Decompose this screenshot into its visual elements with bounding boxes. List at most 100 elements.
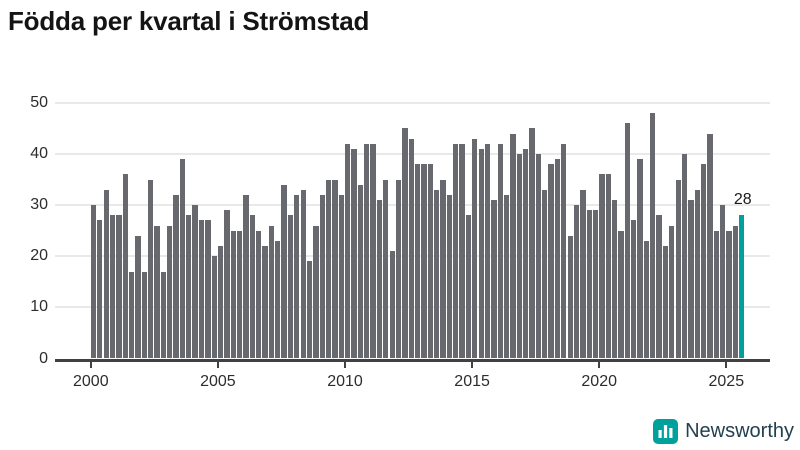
x-tick-label: 2005 <box>200 372 236 390</box>
x-tick-label: 2020 <box>581 372 617 390</box>
bar <box>179 159 186 359</box>
bar <box>306 261 313 359</box>
bar <box>154 225 160 359</box>
bar <box>313 225 319 359</box>
bar <box>383 179 389 359</box>
bar <box>230 230 236 359</box>
chart-title: Födda per kvartal i Strömstad <box>8 6 370 36</box>
bar <box>542 189 548 359</box>
bar <box>484 143 491 359</box>
bar <box>376 200 383 359</box>
x-axis-tick <box>89 361 92 368</box>
bar <box>319 194 325 359</box>
bar <box>669 225 675 359</box>
bar <box>167 225 173 359</box>
bar <box>599 174 605 359</box>
newsworthy-bar-chart-bubble-icon <box>653 419 679 444</box>
bar <box>198 220 205 359</box>
bar <box>186 215 192 359</box>
bar <box>662 246 669 359</box>
bar <box>707 133 713 359</box>
bar <box>395 179 402 359</box>
gridline-50 <box>55 101 770 104</box>
bar <box>720 205 726 359</box>
bar <box>637 159 643 359</box>
bar <box>503 194 510 359</box>
y-tick-label: 0 <box>39 349 48 367</box>
bar <box>453 143 459 359</box>
bar <box>109 215 116 359</box>
bar <box>116 215 122 359</box>
bar <box>287 215 294 359</box>
bar <box>357 184 364 359</box>
bar <box>256 230 262 359</box>
bar <box>236 230 243 359</box>
y-tick-label: 20 <box>30 247 48 265</box>
y-tick-label: 40 <box>30 145 48 163</box>
bar <box>573 205 580 359</box>
bar <box>268 225 275 359</box>
bar <box>325 179 332 359</box>
bar <box>332 179 338 359</box>
bar <box>427 164 433 359</box>
bar <box>351 148 357 359</box>
bar <box>135 235 141 359</box>
bar <box>726 230 732 359</box>
x-tick-label: 2000 <box>73 372 109 390</box>
highlight-value-label: 28 <box>733 191 752 209</box>
bar <box>160 271 166 359</box>
bar <box>459 143 465 359</box>
bar <box>421 164 427 359</box>
bar <box>249 215 255 359</box>
bar <box>434 189 440 359</box>
x-axis-tick <box>344 361 346 368</box>
x-tick-label: 2025 <box>708 372 745 390</box>
bar <box>567 235 573 359</box>
bar <box>90 205 97 359</box>
bar <box>554 159 561 359</box>
bar <box>713 230 719 359</box>
bar <box>408 138 414 359</box>
y-tick-label: 10 <box>30 298 48 316</box>
bar <box>141 271 147 359</box>
bar <box>294 194 300 359</box>
bar <box>275 240 281 359</box>
bar <box>97 220 103 359</box>
bar <box>586 210 592 359</box>
bar <box>592 210 599 359</box>
bar <box>732 225 739 359</box>
bar <box>561 143 567 359</box>
bar <box>491 200 497 359</box>
bar <box>338 194 344 359</box>
bar <box>529 128 535 359</box>
bar <box>497 143 503 359</box>
bar <box>262 246 268 359</box>
bar <box>402 128 408 359</box>
x-axis-tick <box>471 361 474 368</box>
bar <box>694 189 700 359</box>
x-axis-line <box>55 358 770 362</box>
bar <box>681 154 688 359</box>
bar <box>516 154 522 359</box>
bar <box>148 179 154 359</box>
bar <box>624 123 630 359</box>
bar <box>370 143 376 359</box>
bar <box>675 179 681 359</box>
bar <box>414 164 421 359</box>
bar <box>243 194 249 359</box>
bar <box>217 246 224 359</box>
newsworthy-logo: Newsworthy <box>653 419 794 444</box>
bar <box>605 174 611 359</box>
x-tick-label: 2015 <box>454 372 490 390</box>
bar <box>580 189 586 359</box>
y-tick-label: 50 <box>30 93 48 111</box>
y-tick-label: 30 <box>30 196 48 214</box>
bar <box>345 143 351 359</box>
bar <box>389 251 395 359</box>
bar <box>631 220 637 359</box>
bar <box>478 148 484 359</box>
bar <box>224 210 230 359</box>
bar <box>103 189 109 359</box>
bar <box>548 164 554 359</box>
